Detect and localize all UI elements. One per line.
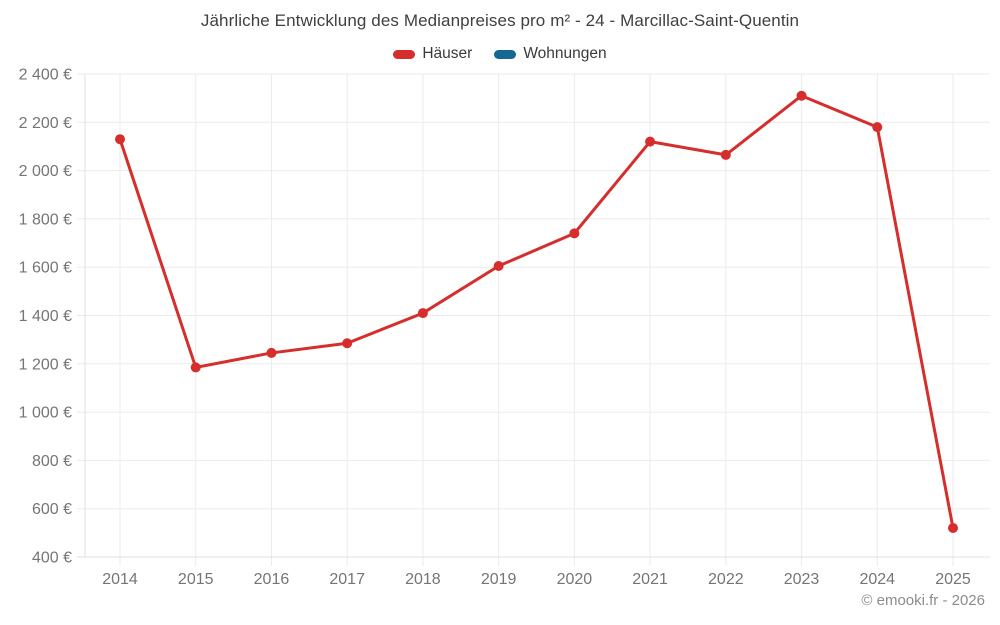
y-axis-tick-label: 1 200 € <box>19 356 72 373</box>
x-axis-tick-label: 2018 <box>405 571 441 588</box>
legend: Häuser Wohnungen <box>0 45 1000 63</box>
x-axis-tick-label: 2019 <box>481 571 517 588</box>
haeuser-series-swatch-icon <box>393 49 416 59</box>
data-point-2020[interactable] <box>569 228 580 239</box>
y-axis-tick-label: 1 000 € <box>19 405 72 422</box>
y-axis-tick-label: 2 000 € <box>19 163 72 180</box>
x-axis-tick-label: 2023 <box>784 571 820 588</box>
legend-label-wohnungen: Wohnungen <box>523 45 607 62</box>
y-axis-tick-label: 800 € <box>32 453 72 470</box>
legend-item-haeuser[interactable]: Häuser <box>393 45 472 63</box>
data-point-2023[interactable] <box>796 90 807 101</box>
y-axis-tick-label: 2 400 € <box>19 67 72 84</box>
series-line-häuser <box>118 94 955 530</box>
data-point-2019[interactable] <box>493 260 504 271</box>
data-point-2021[interactable] <box>645 136 656 147</box>
x-axis-tick-label: 2015 <box>178 571 214 588</box>
x-axis-tick-label: 2020 <box>557 571 593 588</box>
copyright-text: © emooki.fr - 2026 <box>861 592 985 609</box>
data-point-2024[interactable] <box>872 122 883 133</box>
x-axis-tick-label: 2022 <box>708 571 744 588</box>
y-axis-tick-label: 600 € <box>32 501 72 518</box>
legend-label-haeuser: Häuser <box>422 45 473 62</box>
y-axis-tick-label: 2 200 € <box>19 115 72 132</box>
wohnungen-series-swatch-icon <box>494 49 517 59</box>
y-axis-tick-label: 1 600 € <box>19 260 72 277</box>
y-axis-tick-label: 1 800 € <box>19 211 72 228</box>
y-axis-tick-label: 400 € <box>32 550 72 567</box>
x-axis-tick-label: 2025 <box>935 571 971 588</box>
x-axis-tick-label: 2016 <box>254 571 290 588</box>
x-axis-tick-label: 2021 <box>632 571 668 588</box>
data-point-2018[interactable] <box>417 308 428 319</box>
data-point-2015[interactable] <box>190 362 201 373</box>
x-axis-tick-label: 2014 <box>102 571 138 588</box>
data-point-2016[interactable] <box>266 347 277 358</box>
data-point-2017[interactable] <box>342 338 353 349</box>
x-axis-tick-label: 2024 <box>859 571 895 588</box>
y-axis-tick-label: 1 400 € <box>19 308 72 325</box>
data-point-2022[interactable] <box>720 149 731 160</box>
x-axis-tick-label: 2017 <box>329 571 365 588</box>
legend-item-wohnungen[interactable]: Wohnungen <box>494 45 607 63</box>
data-point-2014[interactable] <box>115 134 125 145</box>
chart-title: Jährliche Entwicklung des Medianpreises … <box>200 11 800 30</box>
data-point-2025[interactable] <box>948 523 958 534</box>
